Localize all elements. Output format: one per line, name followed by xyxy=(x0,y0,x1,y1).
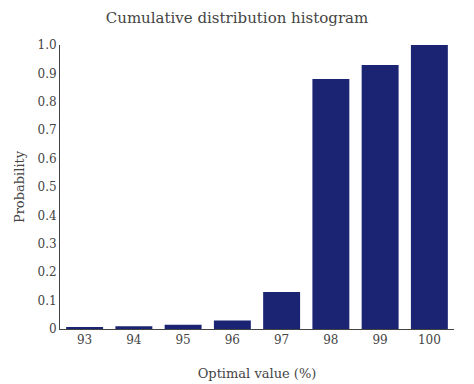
svg-text:0.3: 0.3 xyxy=(38,237,57,251)
svg-text:0.7: 0.7 xyxy=(38,123,57,137)
svg-text:98: 98 xyxy=(323,333,338,347)
svg-text:95: 95 xyxy=(175,333,190,347)
svg-text:100: 100 xyxy=(418,333,441,347)
svg-text:1.0: 1.0 xyxy=(38,38,57,52)
svg-text:0.5: 0.5 xyxy=(38,180,57,194)
svg-text:0.2: 0.2 xyxy=(38,265,57,279)
svg-text:0.4: 0.4 xyxy=(38,209,57,223)
svg-text:0: 0 xyxy=(49,322,57,336)
svg-text:Optimal value (%): Optimal value (%) xyxy=(198,366,317,381)
svg-text:99: 99 xyxy=(372,333,387,347)
svg-text:Cumulative distribution histog: Cumulative distribution histogram xyxy=(106,9,369,27)
svg-text:96: 96 xyxy=(225,333,240,347)
svg-text:0.9: 0.9 xyxy=(38,67,57,81)
svg-text:Probability: Probability xyxy=(12,150,27,223)
svg-text:97: 97 xyxy=(274,333,289,347)
svg-text:93: 93 xyxy=(77,333,92,347)
svg-text:0.6: 0.6 xyxy=(38,152,57,166)
svg-text:0.8: 0.8 xyxy=(38,95,57,109)
svg-text:94: 94 xyxy=(126,333,142,347)
svg-text:0.1: 0.1 xyxy=(38,294,57,308)
